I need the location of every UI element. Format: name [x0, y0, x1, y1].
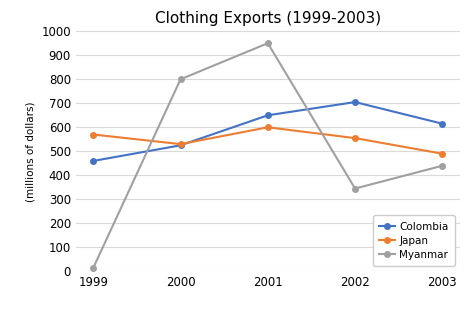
Myanmar — [439, 164, 445, 168]
Japan — [352, 136, 358, 140]
Colombia — [265, 114, 271, 117]
Colombia — [91, 159, 96, 163]
Myanmar — [265, 41, 271, 45]
Legend: Colombia, Japan, Myanmar: Colombia, Japan, Myanmar — [373, 215, 455, 266]
Myanmar — [178, 77, 183, 81]
Line: Japan: Japan — [91, 124, 445, 157]
Japan — [178, 142, 183, 146]
Japan — [439, 152, 445, 156]
Y-axis label: (millions of dollars): (millions of dollars) — [26, 101, 36, 202]
Japan — [91, 133, 96, 136]
Myanmar — [91, 266, 96, 270]
Line: Myanmar: Myanmar — [91, 41, 445, 271]
Colombia — [352, 100, 358, 104]
Title: Clothing Exports (1999-2003): Clothing Exports (1999-2003) — [155, 11, 381, 26]
Colombia — [439, 122, 445, 125]
Colombia — [178, 144, 183, 147]
Line: Colombia: Colombia — [91, 99, 445, 164]
Myanmar — [352, 187, 358, 190]
Japan — [265, 125, 271, 129]
